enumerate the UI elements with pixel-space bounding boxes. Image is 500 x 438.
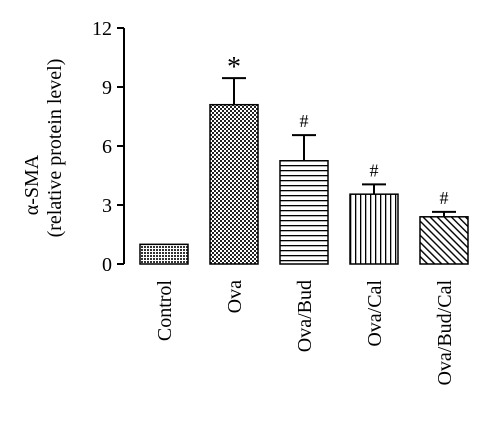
x-tick-label: Ova/Bud/Cal <box>434 280 456 386</box>
bar-ova-cal <box>349 193 399 265</box>
significance-annotation: # <box>300 111 309 131</box>
y-tick-label: 6 <box>102 136 112 158</box>
x-axis-tick-labels: Control Ova Ova/Bud Ova/Cal Ova/Bud/Cal <box>154 280 456 386</box>
bar-control <box>139 243 189 265</box>
y-tick-label: 3 <box>102 195 112 217</box>
y-axis-ticks: 0 3 6 9 12 <box>92 18 124 276</box>
x-tick-label: Control <box>154 280 176 342</box>
bar-ova-bud-cal <box>419 216 469 265</box>
x-tick-label: Ova/Cal <box>364 280 386 347</box>
bar-ova <box>209 103 259 265</box>
y-tick-label: 12 <box>92 18 112 40</box>
y-tick-label: 0 <box>102 254 112 276</box>
significance-annotation: # <box>440 188 449 208</box>
significance-annotation: * <box>227 52 241 83</box>
y-axis-label-line2: (relative protein level) <box>44 59 66 238</box>
bar-ova-bud <box>279 160 329 265</box>
x-tick-label: Ova <box>224 280 246 313</box>
bars: * # # # <box>139 52 469 265</box>
x-tick-label: Ova/Bud <box>294 280 316 352</box>
significance-annotation: # <box>370 160 379 180</box>
y-tick-label: 9 <box>102 77 112 99</box>
y-axis-label-line1: α-SMA <box>21 154 43 215</box>
